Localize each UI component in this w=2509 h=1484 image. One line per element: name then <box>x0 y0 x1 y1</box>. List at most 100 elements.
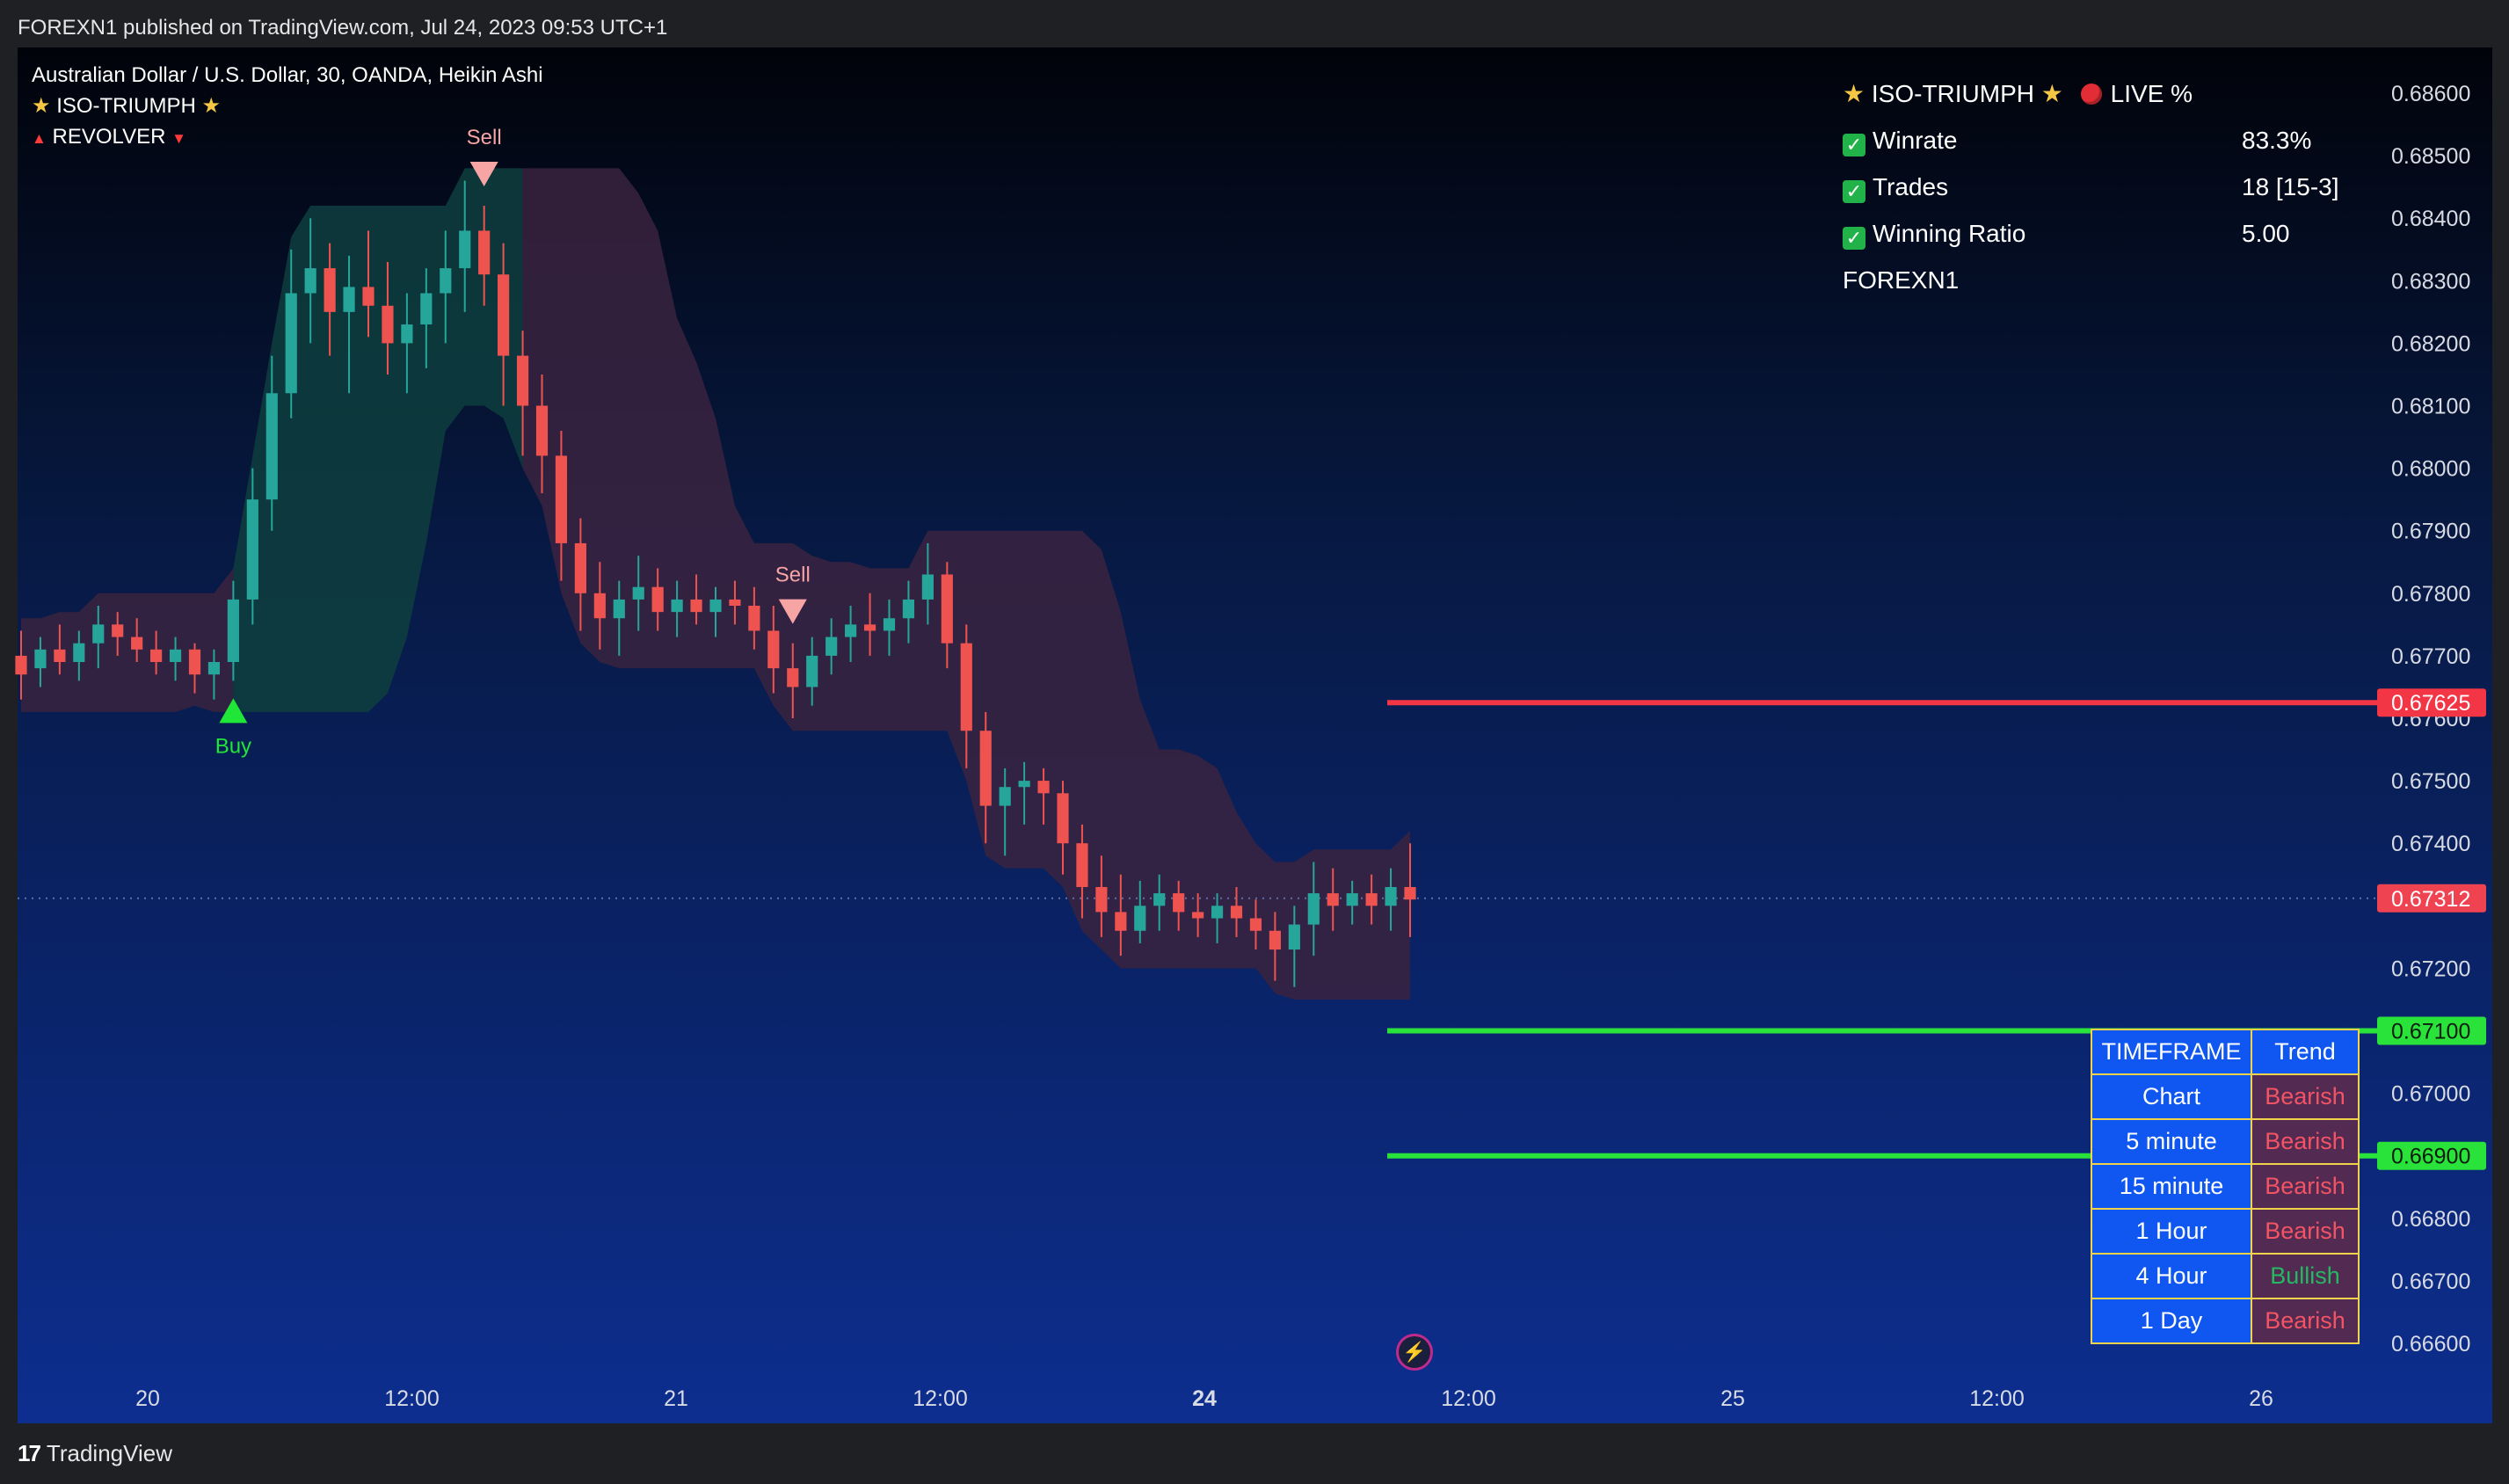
candle-body <box>1173 893 1185 913</box>
candle-body <box>535 405 549 456</box>
trend-cell: Bearish <box>2251 1073 2360 1120</box>
checkmark-icon: ✓ <box>1843 134 1865 156</box>
candle-body <box>1307 893 1320 925</box>
timeframe-cell: 1 Day <box>2091 1298 2252 1344</box>
candle-body <box>1134 906 1146 931</box>
candle-body <box>304 268 316 294</box>
stats-value: 5.00 <box>2242 220 2290 247</box>
candle-body <box>845 624 857 637</box>
price-tick-label: 0.67200 <box>2391 957 2470 981</box>
tradingview-logo-icon: 17 <box>18 1440 41 1466</box>
timeframe-cell: 4 Hour <box>2091 1253 2252 1299</box>
candle-body <box>671 599 683 613</box>
candle-body <box>690 599 702 613</box>
chart-header: Australian Dollar / U.S. Dollar, 30, OAN… <box>32 60 543 154</box>
stats-row-trades: ✓ Trades 18 [15-3] <box>1843 164 2370 210</box>
time-tick-label: 20 <box>135 1386 160 1411</box>
candle-body <box>1269 930 1281 950</box>
time-tick-label: 12:00 <box>913 1386 968 1411</box>
indicator-label-1: ISO-TRIUMPH <box>56 94 196 118</box>
candle-body <box>498 274 510 356</box>
candle-body <box>1230 906 1243 919</box>
brand-label: TradingView <box>46 1440 172 1466</box>
candle-body <box>131 637 143 650</box>
candle-body <box>150 649 163 663</box>
candle-body <box>902 599 915 619</box>
candle-body <box>1288 924 1300 950</box>
buy-signal-label: Buy <box>215 734 251 758</box>
candle-body <box>207 662 221 675</box>
trend-row: 1 Hour Bearish <box>2091 1208 2360 1255</box>
candle-body <box>265 393 278 500</box>
candle-body <box>285 293 297 394</box>
candle-body <box>1192 912 1204 919</box>
price-tick-label: 0.67500 <box>2391 769 2470 794</box>
trend-cell: Bearish <box>2251 1208 2360 1255</box>
stats-author: FOREXN1 <box>1843 257 2370 303</box>
stats-title-row: ★ ISO-TRIUMPH ★ LIVE % <box>1843 70 2370 117</box>
price-axis[interactable]: 0.68600 0.68500 0.68400 0.68300 0.68200 0.681… <box>2377 82 2486 1357</box>
price-tick-label: 0.68500 <box>2391 144 2470 169</box>
candle-body <box>478 230 491 275</box>
candle-body <box>651 586 664 613</box>
stats-label: Winrate <box>1873 127 1958 154</box>
bear-cloud <box>21 568 234 712</box>
price-tick-label: 0.67700 <box>2391 644 2470 669</box>
candles-layer <box>15 180 1416 987</box>
header-timeframe: TIMEFRAME <box>2091 1029 2252 1075</box>
trend-cell: Bearish <box>2251 1298 2360 1344</box>
time-tick-label: 26 <box>2249 1386 2273 1411</box>
candle-body <box>613 599 625 619</box>
candle-body <box>92 624 105 644</box>
price-tick-label: 0.66700 <box>2391 1269 2470 1294</box>
symbol-title[interactable]: Australian Dollar / U.S. Dollar, 30, OAN… <box>32 60 543 91</box>
price-tick-label: 0.67900 <box>2391 520 2470 544</box>
time-tick-label: 12:00 <box>384 1386 440 1411</box>
candle-body <box>787 668 799 687</box>
candle-body <box>574 542 586 593</box>
trend-cell: Bullish <box>2251 1253 2360 1299</box>
price-tick-label: 0.68000 <box>2391 457 2470 482</box>
live-dot-icon <box>2080 84 2102 105</box>
timeframe-cell: 1 Hour <box>2091 1208 2252 1255</box>
star-icon: ★ <box>201 94 222 118</box>
time-axis[interactable]: 20 12:00 21 12:00 24 12:00 25 12:00 26 <box>135 1386 2273 1411</box>
header-trend: Trend <box>2251 1029 2360 1075</box>
time-tick-label: 24 <box>1192 1386 1217 1411</box>
author-label: FOREXN1 <box>1843 266 1960 294</box>
time-tick-label: 12:00 <box>1441 1386 1496 1411</box>
candle-body <box>15 655 27 675</box>
candle-body <box>246 499 258 600</box>
footer-brand[interactable]: 17 TradingView <box>18 1440 172 1467</box>
trend-table-header: TIMEFRAME Trend <box>2091 1029 2360 1075</box>
stats-value: 83.3% <box>2242 127 2312 154</box>
indicator-revolver[interactable]: ▲ REVOLVER ▼ <box>32 121 543 154</box>
candle-body <box>960 643 972 731</box>
candle-body <box>555 455 568 543</box>
trend-row: 5 minute Bearish <box>2091 1118 2360 1165</box>
live-label: LIVE % <box>2110 80 2193 107</box>
price-tick-label: 0.68200 <box>2391 331 2470 356</box>
candle-body <box>401 324 413 344</box>
candle-body <box>34 649 47 669</box>
indicator-label-2: REVOLVER <box>52 125 166 149</box>
trend-cell: Bearish <box>2251 1163 2360 1210</box>
indicator-iso-triumph[interactable]: ★ ISO-TRIUMPH ★ <box>32 91 543 121</box>
candle-body <box>188 649 201 675</box>
candle-body <box>825 637 838 656</box>
triangle-down-icon: ▼ <box>171 130 186 147</box>
lightning-icon[interactable]: ⚡ <box>1396 1334 1433 1371</box>
publish-info: FOREXN1 published on TradingView.com, Ju… <box>18 16 668 40</box>
candle-body <box>1095 886 1108 913</box>
timeframe-cell: 15 minute <box>2091 1163 2252 1210</box>
candle-body <box>748 606 760 631</box>
stats-label: Winning Ratio <box>1873 220 2026 247</box>
candle-body <box>343 287 355 312</box>
candle-body <box>709 599 722 613</box>
trend-cell: Bearish <box>2251 1118 2360 1165</box>
candle-body <box>516 355 529 406</box>
candle-body <box>1249 918 1262 931</box>
candle-body <box>440 268 452 294</box>
trend-row: 1 Day Bearish <box>2091 1298 2360 1344</box>
